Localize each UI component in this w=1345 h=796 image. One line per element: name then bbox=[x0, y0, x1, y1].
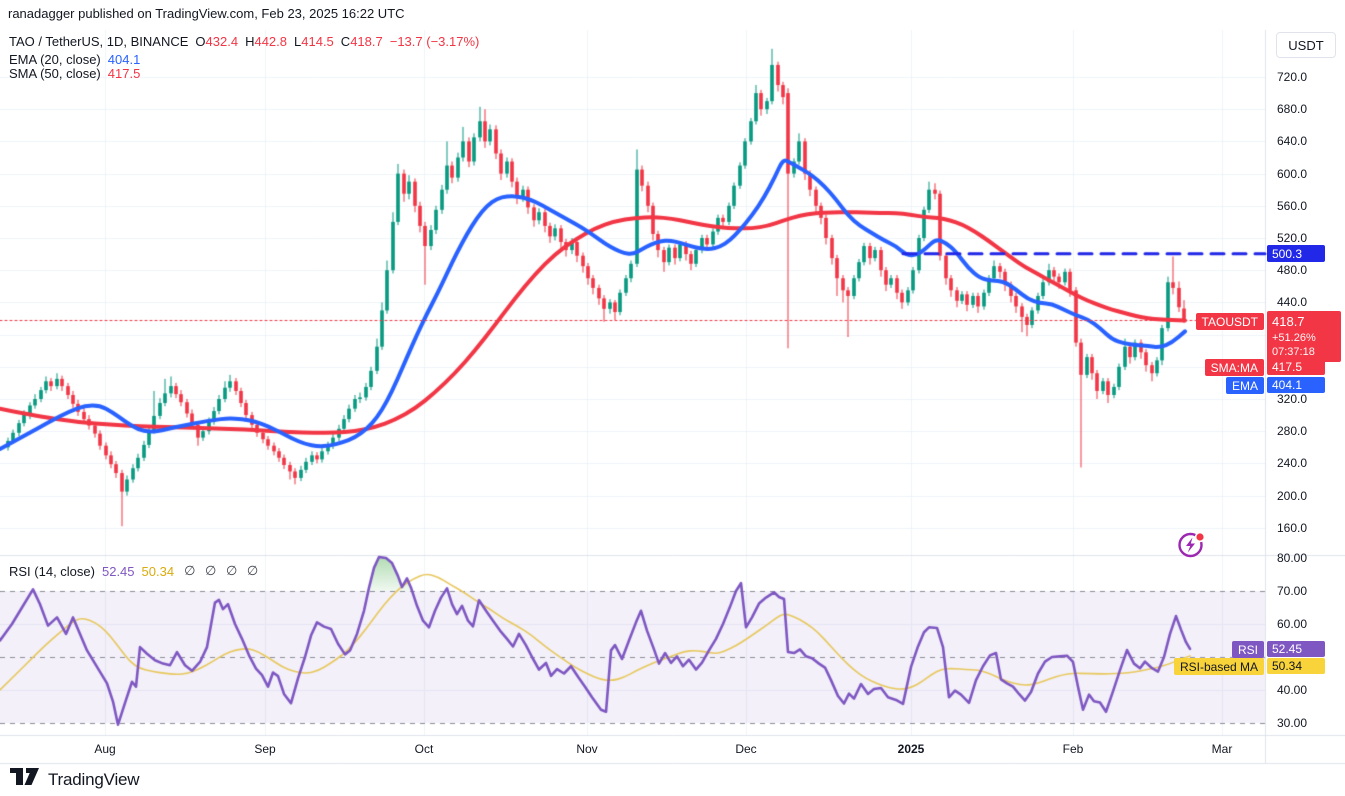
price-tick-label: 520.0 bbox=[1277, 231, 1308, 245]
ema-tag: EMA bbox=[1225, 377, 1264, 394]
price-tick-label: 680.0 bbox=[1277, 102, 1308, 117]
low-label: L bbox=[294, 34, 302, 49]
close-label: C bbox=[340, 34, 351, 49]
rsi-legend-label: RSI (14, close) bbox=[9, 563, 95, 579]
open-label: O bbox=[195, 34, 206, 49]
time-tick-label: Mar bbox=[1211, 742, 1233, 756]
price-tick-label: 320.0 bbox=[1277, 392, 1308, 406]
rsi-tick-label: 40.00 bbox=[1277, 683, 1308, 697]
price-tick-label: 200.0 bbox=[1277, 488, 1308, 503]
price-tick-label: 160.0 bbox=[1277, 520, 1308, 535]
time-tick-label: 2025 bbox=[897, 742, 925, 756]
time-tick-label: Sep bbox=[254, 742, 276, 756]
rsi-tag: RSI bbox=[1231, 641, 1264, 658]
price-tick-label: 240.0 bbox=[1277, 456, 1308, 471]
price-tick-label: 720.0 bbox=[1277, 70, 1308, 84]
rsi-legend: RSI (14, close) 52.45 50.34 ∅ ∅ ∅ ∅ bbox=[9, 563, 261, 579]
currency-button[interactable]: USDT bbox=[1276, 32, 1336, 58]
rsi-ma-axis-value: 50.34 bbox=[1267, 658, 1325, 674]
rsi-ma-tag: RSI-based MA bbox=[1173, 658, 1264, 675]
rsi-ma-legend-value: 50.34 bbox=[141, 563, 175, 579]
rsi-unset-symbols: ∅ ∅ ∅ ∅ bbox=[184, 563, 262, 578]
price-tick-label: 640.0 bbox=[1277, 134, 1308, 149]
high-label: H bbox=[245, 34, 255, 49]
symbol-price-tag: TAOUSDT bbox=[1195, 313, 1264, 330]
ema-legend-value: 404.1 bbox=[107, 52, 141, 67]
open-value: 432.4 bbox=[205, 34, 239, 49]
close-value: 418.7 bbox=[350, 34, 383, 49]
price-tick-label: 280.0 bbox=[1277, 424, 1308, 439]
published-caption: ranadagger published on TradingView.com,… bbox=[8, 6, 405, 21]
rsi-tick-label: 30.00 bbox=[1277, 716, 1308, 730]
time-tick-label: Feb bbox=[1062, 742, 1084, 756]
ema-legend-label: EMA (20, close) bbox=[9, 52, 101, 67]
price-tick-label: 560.0 bbox=[1277, 198, 1308, 213]
time-tick-label: Dec bbox=[735, 742, 757, 756]
rsi-tick-label: 60.00 bbox=[1277, 617, 1308, 631]
time-tick-label: Oct bbox=[414, 742, 434, 756]
sma-tag: SMA:MA bbox=[1204, 359, 1264, 376]
change-value: −13.7 (−3.17%) bbox=[389, 34, 480, 49]
rsi-tick-label: 80.00 bbox=[1277, 551, 1308, 565]
tradingview-wordmark: TradingView bbox=[48, 769, 140, 789]
sma-axis-value: 417.5 bbox=[1267, 359, 1325, 375]
tradingview-logo[interactable]: TradingView bbox=[10, 768, 140, 791]
last-price-value: 418.7 bbox=[1272, 314, 1305, 329]
rsi-legend-value: 52.45 bbox=[101, 563, 135, 579]
symbol-title: TAO / TetherUS, 1D, BINANCE bbox=[9, 34, 189, 49]
last-price-badge: 418.7 +51.26% 07:37:18 bbox=[1267, 311, 1341, 363]
ema-axis-value: 404.1 bbox=[1267, 377, 1325, 393]
price-tick-label: 600.0 bbox=[1277, 166, 1308, 181]
lightning-circle-icon[interactable] bbox=[1176, 529, 1208, 561]
time-tick-label: Aug bbox=[94, 742, 116, 756]
tradingview-logo-icon bbox=[10, 768, 40, 791]
level-price-label[interactable]: 500.3 bbox=[1267, 245, 1325, 262]
high-value: 442.8 bbox=[254, 34, 288, 49]
bar-countdown: 07:37:18 bbox=[1272, 346, 1315, 359]
rsi-axis-value: 52.45 bbox=[1267, 641, 1325, 657]
price-tick-label: 480.0 bbox=[1277, 263, 1308, 278]
symbol-legend: TAO / TetherUS, 1D, BINANCE O 432.4 H 442.… bbox=[9, 34, 479, 49]
price-tick-label: 440.0 bbox=[1277, 295, 1308, 310]
rsi-tick-label: 70.00 bbox=[1277, 584, 1308, 598]
sma-legend-label: SMA (50, close) bbox=[9, 66, 101, 81]
time-tick-label: Nov bbox=[576, 742, 598, 756]
low-value: 414.5 bbox=[301, 34, 334, 49]
ema-legend: EMA (20, close) 404.1 bbox=[9, 52, 140, 67]
sma-legend: SMA (50, close) 417.5 bbox=[9, 66, 140, 81]
sma-legend-value: 417.5 bbox=[107, 66, 141, 81]
time-axis[interactable]: Aug Sep Oct Nov Dec 2025 Feb Mar bbox=[0, 742, 1345, 758]
change-percent: +51.26% bbox=[1272, 331, 1316, 344]
